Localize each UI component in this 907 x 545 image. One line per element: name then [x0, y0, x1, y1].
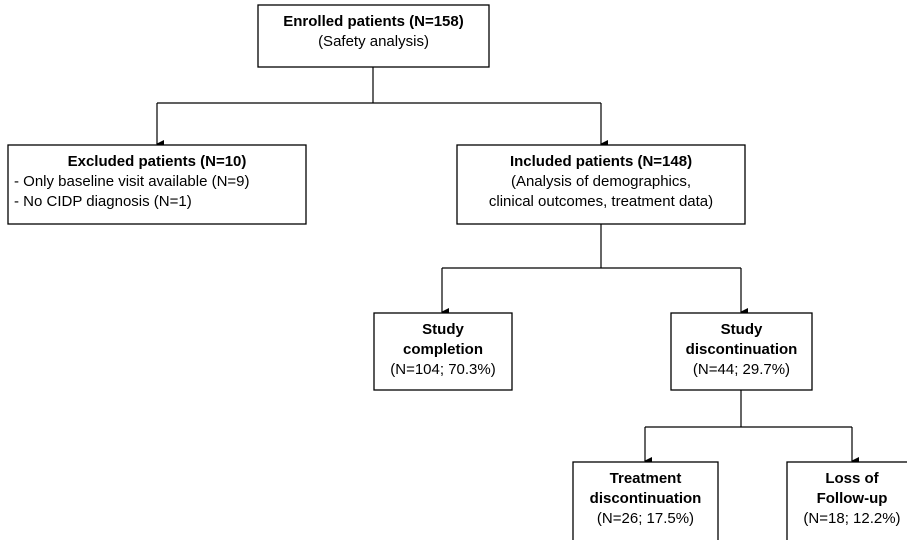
connectors — [156, 67, 859, 465]
node-title: Excluded patients (N=10) — [68, 153, 247, 170]
node-box — [670, 312, 813, 391]
node-title: Included patients (N=148) — [510, 153, 692, 170]
node-title: completion — [403, 341, 483, 358]
node-box — [373, 312, 513, 391]
node-text: (N=18; 12.2%) — [803, 510, 900, 527]
node-text: clinical outcomes, treatment data) — [489, 193, 713, 210]
node-text: (N=26; 17.5%) — [597, 510, 694, 527]
connector — [645, 390, 852, 428]
node-title: Loss of — [825, 470, 879, 487]
node-text: - Only baseline visit available (N=9) — [14, 173, 250, 190]
node-box — [456, 144, 746, 225]
node-text: (Analysis of demographics, — [511, 173, 691, 190]
node-title: Enrolled patients (N=158) — [283, 13, 463, 30]
node-title: discontinuation — [686, 341, 798, 358]
node-text: (N=104; 70.3%) — [390, 361, 495, 378]
connector — [157, 67, 601, 104]
node-text: (N=44; 29.7%) — [693, 361, 790, 378]
node-title: Study — [422, 321, 464, 338]
node-box — [786, 461, 907, 545]
node-box — [257, 4, 490, 68]
node-box — [572, 461, 719, 545]
node-title: Treatment — [610, 470, 682, 487]
connector — [442, 224, 741, 269]
node-text: - No CIDP diagnosis (N=1) — [14, 193, 192, 210]
node-title: discontinuation — [590, 490, 702, 507]
node-title: Follow-up — [817, 490, 888, 507]
node-title: Study — [721, 321, 763, 338]
node-box — [7, 144, 307, 225]
node-text: (Safety analysis) — [318, 33, 429, 50]
